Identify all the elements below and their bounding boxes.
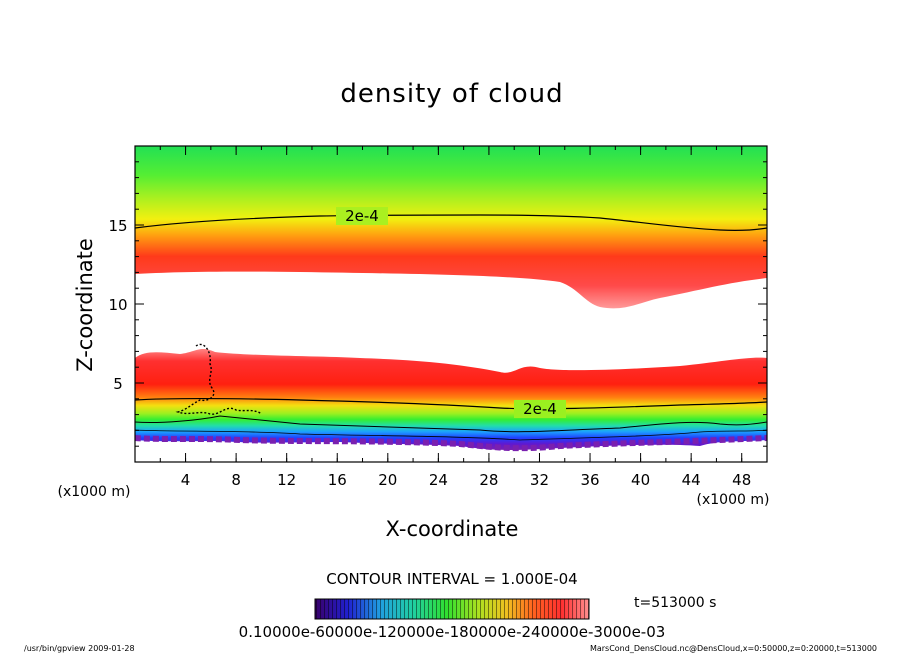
contour-label-upper-bg	[336, 207, 388, 225]
x-tick-label: 44	[682, 471, 701, 489]
x-tick-label: 40	[631, 471, 650, 489]
footer-left: /usr/bin/gpview 2009-01-28	[24, 644, 135, 653]
contour-label-upper-text: 2e-4	[345, 207, 379, 225]
contour-upper	[135, 214, 767, 231]
contour-low-edge	[135, 415, 767, 433]
contour-bottom-edge	[135, 429, 767, 441]
lower-cloud-band	[135, 348, 767, 450]
contour-lower	[135, 397, 767, 410]
x-tick-label: 32	[530, 471, 549, 489]
contour-label-lower: 2e-4	[514, 400, 566, 418]
colorbar	[314, 598, 590, 620]
x-tick-label: 8	[231, 471, 241, 489]
x-tick-label: 24	[429, 471, 448, 489]
x-tick-label: 4	[181, 471, 191, 489]
contour-label-upper: 2e-4	[336, 207, 388, 225]
contour-label-lower-bg	[514, 400, 566, 418]
upper-cloud-band	[135, 146, 767, 309]
time-label: t=513000 s	[634, 595, 716, 611]
y-unit-label: (x1000 m)	[58, 484, 131, 500]
axis-ticks	[135, 146, 767, 462]
x-axis-label: X-coordinate	[386, 517, 519, 541]
purple-speckle-edge	[135, 435, 767, 452]
x-tick-label: 28	[479, 471, 498, 489]
y-tick-label: 10	[108, 296, 127, 314]
colorbar-frame	[314, 598, 590, 620]
contour-dotted-blob	[175, 343, 263, 415]
y-tick-labels: 5 10 15	[108, 217, 127, 393]
plot-area: 2e-4 2e-4	[134, 145, 768, 463]
x-tick-label: 36	[580, 471, 599, 489]
contour-interval-text: CONTOUR INTERVAL = 1.000E-04	[326, 570, 577, 588]
colorbar-tick-labels: 0.10000e-60000e-120000e-180000e-240000e-…	[239, 623, 666, 641]
y-tick-label: 15	[108, 217, 127, 235]
contour-label-lower-text: 2e-4	[523, 400, 557, 418]
x-tick-label: 20	[378, 471, 397, 489]
y-tick-label: 5	[113, 375, 123, 393]
chart-title: density of cloud	[340, 79, 563, 109]
footer-right: MarsCond_DensCloud.nc@DensCloud,x=0:5000…	[590, 644, 877, 653]
x-tick-labels: 4 8 12 16 20 24 28 32 36 40 44 48	[181, 471, 751, 489]
y-axis-label: Z-coordinate	[73, 238, 97, 372]
x-tick-label: 48	[732, 471, 751, 489]
x-tick-label: 12	[277, 471, 296, 489]
x-unit-label: (x1000 m)	[697, 492, 770, 508]
colorbar-hatching	[315, 599, 589, 619]
x-tick-label: 16	[328, 471, 347, 489]
